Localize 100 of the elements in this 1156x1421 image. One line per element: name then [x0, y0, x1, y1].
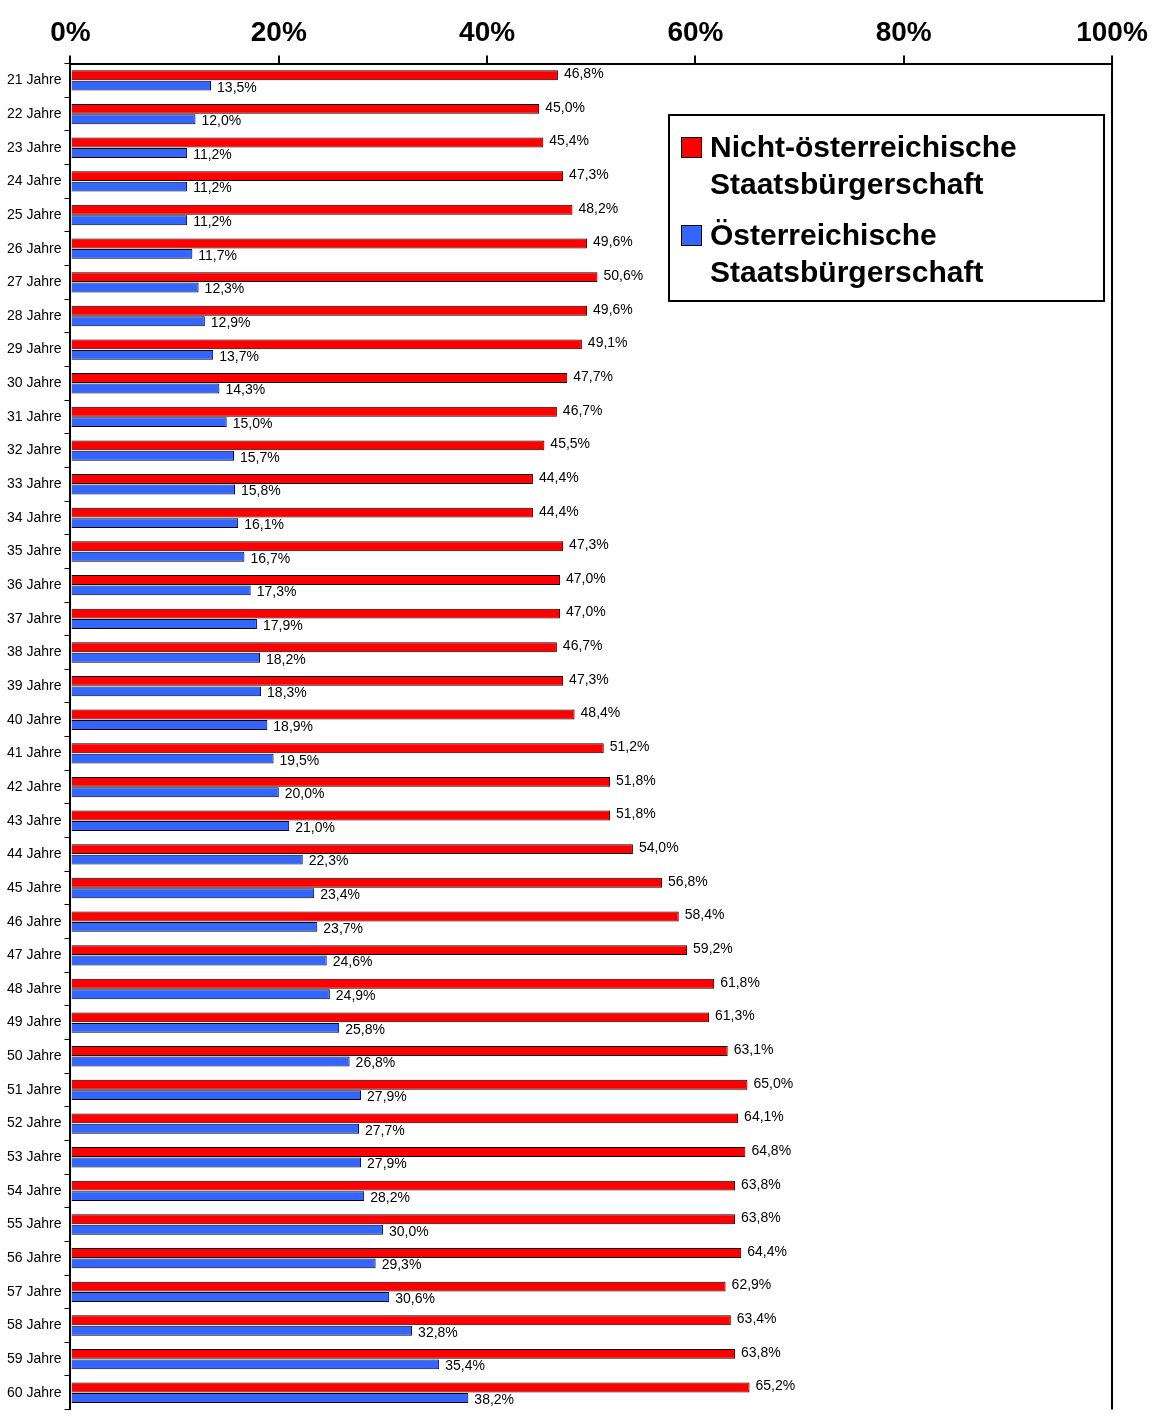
data-label: 61,3% [714, 1007, 755, 1024]
data-label: 47,0% [566, 569, 606, 586]
y-tick-label: 41 Jahre [7, 744, 62, 761]
y-tick-label: 50 Jahre [7, 1047, 62, 1064]
y-tick-label: 29 Jahre [7, 340, 62, 357]
y-tick-label: 55 Jahre [7, 1215, 62, 1232]
data-label: 45,4% [549, 132, 590, 149]
data-label: 13,5% [217, 78, 257, 95]
data-label: 21,0% [295, 818, 335, 835]
y-tick-label: 30 Jahre [7, 374, 62, 391]
data-label: 47,3% [569, 166, 609, 183]
data-label: 28,2% [370, 1188, 410, 1205]
y-tick-label: 37 Jahre [7, 609, 62, 626]
data-label: 15,0% [232, 415, 273, 431]
y-tick-label: 21 Jahre [7, 71, 62, 88]
x-tick-label: 0% [50, 15, 91, 47]
data-label: 15,7% [240, 448, 280, 465]
data-label: 32,8% [418, 1323, 458, 1340]
data-label: 49,6% [593, 300, 633, 317]
x-tick-label: 20% [250, 15, 307, 47]
data-label: 18,3% [267, 684, 307, 701]
data-label: 11,2% [193, 145, 232, 162]
data-label: 27,9% [367, 1155, 407, 1172]
y-tick-label: 31 Jahre [7, 407, 62, 424]
data-label: 26,8% [355, 1054, 396, 1071]
legend-label: Österreichische Staatsbürgerschaft [710, 218, 984, 288]
data-label: 15,8% [241, 482, 281, 499]
data-label: 22,3% [308, 852, 349, 869]
data-label: 45,5% [550, 435, 591, 452]
y-tick-label: 59 Jahre [7, 1349, 62, 1366]
data-label: 63,8% [740, 1209, 781, 1226]
data-label: 19,5% [279, 751, 320, 768]
data-label: 51,8% [615, 771, 656, 788]
data-label: 11,2% [193, 179, 232, 196]
data-label: 64,4% [747, 1242, 787, 1259]
data-label: 63,8% [740, 1175, 781, 1192]
data-label: 11,2% [193, 213, 232, 230]
data-label: 23,7% [323, 919, 364, 936]
data-label: 48,4% [580, 704, 621, 721]
y-tick-label: 54 Jahre [7, 1181, 62, 1198]
data-label: 27,7% [364, 1121, 405, 1138]
data-label: 44,4% [538, 502, 579, 519]
y-tick-label: 45 Jahre [7, 878, 62, 895]
data-label: 47,0% [566, 603, 606, 620]
data-label: 38,2% [474, 1390, 515, 1407]
data-label: 51,2% [609, 738, 650, 755]
data-label: 49,6% [593, 233, 633, 250]
data-label: 56,8% [668, 872, 708, 889]
data-label: 59,2% [693, 939, 733, 956]
y-tick-label: 44 Jahre [7, 845, 62, 862]
y-tick-label: 23 Jahre [7, 138, 62, 155]
y-tick-label: 22 Jahre [7, 104, 62, 121]
data-label: 35,4% [445, 1357, 485, 1374]
y-tick-label: 27 Jahre [7, 273, 62, 290]
y-tick-label: 46 Jahre [7, 912, 62, 929]
data-label: 63,4% [736, 1310, 777, 1327]
data-label: 64,1% [744, 1108, 784, 1125]
data-label: 12,9% [210, 314, 251, 331]
y-tick-label: 33 Jahre [7, 475, 62, 492]
x-tick-label: 100% [1076, 15, 1148, 47]
y-tick-label: 43 Jahre [7, 811, 62, 828]
data-label: 24,9% [335, 987, 376, 1004]
data-label: 20,0% [284, 785, 325, 802]
y-tick-label: 36 Jahre [7, 576, 62, 593]
data-label: 18,9% [273, 717, 314, 734]
y-tick-label: 34 Jahre [7, 508, 62, 525]
data-label: 11,7% [198, 246, 238, 263]
data-label: 30,6% [395, 1289, 435, 1306]
y-tick-label: 60 Jahre [7, 1383, 62, 1400]
data-label: 30,0% [388, 1222, 429, 1239]
y-tick-label: 52 Jahre [7, 1114, 62, 1131]
y-tick-label: 25 Jahre [7, 205, 62, 222]
data-label: 62,9% [731, 1276, 772, 1293]
data-label: 45,0% [545, 98, 585, 115]
x-tick-label: 80% [875, 15, 932, 47]
data-label: 58,4% [684, 906, 725, 923]
data-label: 50,6% [603, 266, 644, 283]
y-tick-label: 39 Jahre [7, 676, 62, 693]
y-tick-label: 24 Jahre [7, 172, 62, 189]
y-tick-label: 26 Jahre [7, 239, 62, 256]
data-label: 48,2% [578, 199, 619, 216]
data-label: 27,9% [367, 1088, 407, 1104]
data-label: 47,3% [569, 670, 609, 687]
data-label: 44,4% [538, 468, 579, 485]
data-label: 46,7% [562, 637, 603, 654]
data-label: 46,8% [563, 65, 604, 82]
y-tick-label: 42 Jahre [7, 777, 62, 794]
y-tick-label: 51 Jahre [7, 1080, 62, 1097]
x-tick-label: 40% [459, 15, 516, 47]
y-tick-label: 56 Jahre [7, 1249, 62, 1266]
data-label: 17,9% [262, 616, 303, 633]
y-tick-label: 40 Jahre [7, 710, 62, 727]
data-label: 61,8% [720, 973, 760, 990]
y-tick-label: 47 Jahre [7, 946, 62, 963]
y-tick-label: 49 Jahre [7, 1013, 62, 1030]
y-tick-label: 35 Jahre [7, 542, 62, 559]
data-label: 16,1% [244, 515, 284, 532]
data-label: 64,8% [751, 1141, 792, 1158]
data-label: 63,1% [733, 1040, 774, 1057]
y-tick-label: 48 Jahre [7, 979, 62, 996]
